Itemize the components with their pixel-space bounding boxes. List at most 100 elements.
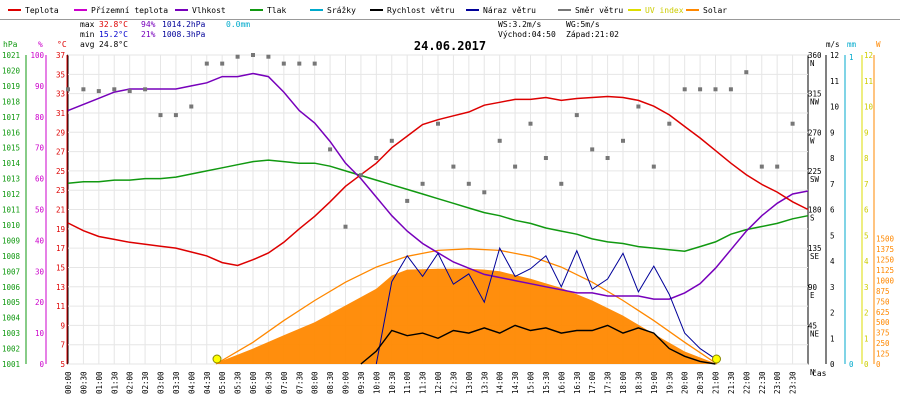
x-tick-28: 14:00 <box>496 371 505 394</box>
pct-tick-0: 0 <box>39 360 44 369</box>
wind-direction-point-3 <box>112 87 117 92</box>
hpa-tick-13: 1014 <box>2 159 21 168</box>
pct-tick-10: 100 <box>30 51 44 60</box>
wind-direction-point-18 <box>343 224 348 229</box>
dir-name-6: W <box>810 136 815 145</box>
pct-tick-1: 10 <box>35 329 45 338</box>
rain-axis-title: mm <box>847 40 857 49</box>
wind-direction-point-7 <box>173 113 178 118</box>
uv-tick-11: 11 <box>864 77 873 86</box>
hpa-tick-18: 1019 <box>2 82 20 91</box>
hpa-tick-7: 1008 <box>2 252 21 261</box>
wind-direction-point-38 <box>651 164 656 169</box>
temp-tick-16: 37 <box>56 51 65 60</box>
wind-tick-11: 11 <box>830 77 839 86</box>
hpa-tick-5: 1006 <box>2 283 21 292</box>
x-tick-7: 03:30 <box>172 371 181 394</box>
dir-name-0: N <box>810 368 815 377</box>
x-tick-4: 02:00 <box>126 371 135 394</box>
wind-direction-point-16 <box>312 61 317 66</box>
x-tick-18: 09:00 <box>342 371 351 394</box>
x-tick-11: 05:30 <box>234 371 243 394</box>
uv-tick-9: 9 <box>864 128 869 137</box>
wind-direction-point-32 <box>559 181 564 186</box>
x-tick-40: 20:00 <box>681 371 690 394</box>
x-tick-3: 01:30 <box>110 371 119 394</box>
temp-tick-3: 11 <box>56 302 65 311</box>
pct-axis-title: % <box>38 40 43 49</box>
uv-tick-10: 10 <box>864 103 874 112</box>
pct-tick-7: 70 <box>35 144 45 153</box>
stat-min-temp: 15.2°C <box>99 30 128 39</box>
solar-tick-11: 1375 <box>876 245 894 254</box>
wind-tick-6: 6 <box>830 206 835 215</box>
dir-name-7: NW <box>810 98 820 107</box>
legend-label-5: Rychlost větru <box>387 6 455 15</box>
x-tick-34: 17:00 <box>588 371 597 394</box>
dir-tick-7: 315 <box>808 90 822 99</box>
x-tick-26: 13:00 <box>465 371 474 394</box>
legend-label-0: Teplota <box>25 6 59 15</box>
wind-tick-7: 7 <box>830 180 835 189</box>
sunrise-marker <box>212 354 222 364</box>
pressure-line <box>67 159 809 252</box>
dir-name-1: NE <box>810 329 820 338</box>
hpa-tick-14: 1015 <box>2 144 20 153</box>
uv-tick-8: 8 <box>864 154 869 163</box>
wind-tick-5: 5 <box>830 231 835 240</box>
stat-avg-label: avg <box>80 40 95 49</box>
temp-tick-15: 35 <box>56 70 65 79</box>
x-tick-9: 04:30 <box>203 371 212 394</box>
hpa-tick-9: 1010 <box>2 221 21 230</box>
hpa-tick-3: 1004 <box>2 314 21 323</box>
solar-axis-title: W <box>876 40 881 49</box>
uv-tick-12: 12 <box>864 51 873 60</box>
dir-tick-8: 360 <box>808 51 822 60</box>
wind-direction-point-42 <box>713 87 718 92</box>
wind-direction-point-29 <box>513 164 518 169</box>
legend-label-4: Srážky <box>327 6 356 15</box>
wind-direction-point-0 <box>66 87 70 92</box>
temp-tick-11: 27 <box>56 148 65 157</box>
x-tick-25: 12:30 <box>449 371 458 394</box>
hpa-tick-11: 1012 <box>2 190 20 199</box>
wind-direction-point-26 <box>466 181 471 186</box>
solar-tick-1: 125 <box>876 350 890 359</box>
uv-tick-3: 3 <box>864 283 869 292</box>
wind-direction-point-9 <box>204 61 209 66</box>
x-tick-47: 23:30 <box>789 371 798 394</box>
solar-tick-0: 0 <box>876 360 881 369</box>
wind-direction-point-12 <box>251 53 255 57</box>
temp-tick-4: 13 <box>56 283 65 292</box>
stat-min-press: 1008.3hPa <box>162 30 206 39</box>
stat-avg-temp: 24.8°C <box>99 40 128 49</box>
wind-direction-point-37 <box>636 104 641 109</box>
wind-direction-point-46 <box>775 164 780 169</box>
x-tick-31: 15:30 <box>542 371 551 394</box>
uv-tick-1: 1 <box>864 334 869 343</box>
hpa-tick-12: 1013 <box>2 175 20 184</box>
chart-title: 24.06.2017 <box>414 39 486 53</box>
pct-tick-5: 50 <box>35 206 45 215</box>
x-tick-46: 23:00 <box>773 371 782 394</box>
wind-direction-point-25 <box>451 164 456 169</box>
wind-tick-10: 10 <box>830 103 840 112</box>
temp-axis-title: °C <box>57 40 67 49</box>
hpa-tick-17: 1018 <box>2 97 21 106</box>
wind-direction-point-14 <box>281 61 286 66</box>
x-tick-32: 16:00 <box>557 371 566 394</box>
rain-tick-0: 0 <box>849 360 854 369</box>
x-tick-19: 09:30 <box>357 371 366 394</box>
legend-label-9: Solar <box>703 6 727 15</box>
hpa-tick-16: 1017 <box>2 113 20 122</box>
wind-direction-point-22 <box>405 198 410 203</box>
wind-direction-point-47 <box>790 121 795 126</box>
wind-tick-2: 2 <box>830 309 835 318</box>
stat-max-rain: 0.0mm <box>226 20 250 29</box>
stat-ws: WS:3.2m/s <box>498 20 542 29</box>
dir-tick-3: 135 <box>808 244 822 253</box>
wind-direction-point-43 <box>728 87 733 92</box>
wind-direction-point-11 <box>235 54 240 59</box>
solar-tick-9: 1125 <box>876 266 894 275</box>
solar-tick-7: 875 <box>876 287 890 296</box>
